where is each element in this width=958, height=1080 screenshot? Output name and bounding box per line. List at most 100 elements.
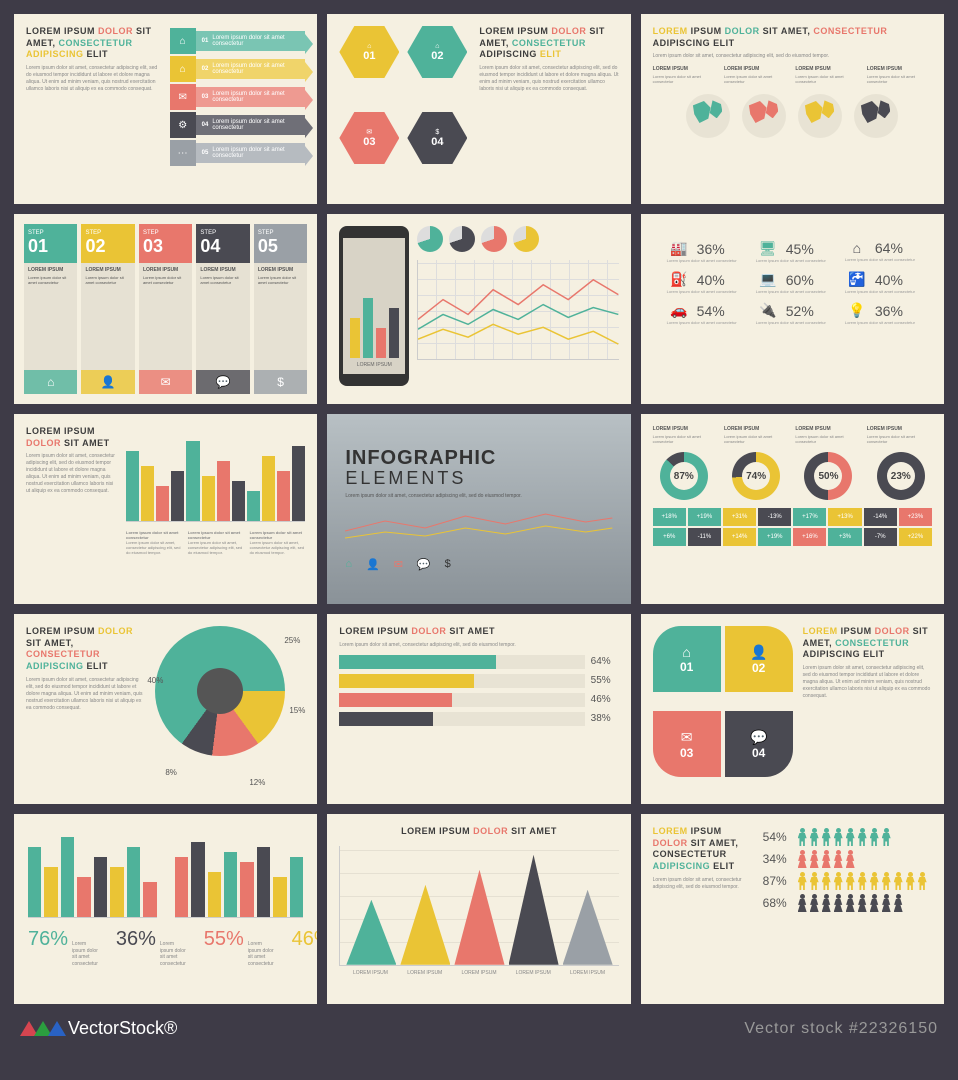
percent-tile: +19%	[688, 508, 721, 526]
body-text: Lorem ipsum dolor sit amet, consectetur …	[803, 665, 932, 700]
arrow-item: ⋯05Lorem ipsum dolor sit amet consectetu…	[170, 140, 306, 166]
percent-tile: +13%	[828, 508, 861, 526]
globe-icon	[798, 94, 842, 138]
slide-12-quadrant: ⌂01👤02✉03💬04 LOREM IPSUM DOLOR SIT AMET,…	[641, 614, 944, 804]
arrow-item: ⚙04Lorem ipsum dolor sit amet consectetu…	[170, 112, 306, 138]
stat-item: 🚗54%Lorem ipsum dolor sit amet consectet…	[667, 302, 740, 325]
column: LOREM IPSUMLorem ipsum dolor sit amet co…	[724, 66, 789, 84]
stat: 76%Lorem ipsum dolor sit amet consectetu…	[28, 928, 98, 967]
body-text: Lorem ipsum dolor sit amet, consectetur …	[653, 53, 932, 60]
donut-chart: 74%	[732, 452, 780, 500]
nav-icon: 💬	[417, 558, 431, 571]
pie-icon	[417, 226, 443, 252]
slide-6-icon-stats: 🏭36%Lorem ipsum dolor sit amet consectet…	[641, 214, 944, 404]
body-text: Lorem ipsum dolor sit amet, consectetur …	[479, 65, 618, 93]
stat-item: 🖥45%Lorem ipsum dolor sit amet consectet…	[756, 240, 829, 263]
step-column: STEP01LOREM IPSUMLorem ipsum dolor sit a…	[24, 224, 77, 394]
people-row: 54%	[763, 828, 932, 846]
stat-item: ⛽40%Lorem ipsum dolor sit amet consectet…	[667, 271, 740, 294]
nav-icon: 👤	[366, 558, 380, 571]
column: LOREM IPSUMLorem ipsum dolor sit amet co…	[724, 426, 789, 444]
people-row: 87%	[763, 872, 932, 890]
slide-title: LOREM IPSUM DOLOR SIT AMET, CONSECTETUR …	[479, 26, 618, 61]
main-title-1: INFOGRAPHIC	[345, 448, 612, 468]
nav-icon: ⌂	[345, 558, 352, 571]
slide-title: LOREM IPSUM DOLOR SIT AMET, CONSECTETUR …	[26, 26, 162, 61]
line-chart	[417, 260, 618, 360]
mountain-bar	[346, 900, 396, 965]
stat-item: 🔌52%Lorem ipsum dolor sit amet consectet…	[756, 302, 829, 325]
hexagon: ✉03	[339, 112, 399, 164]
slide-title: LOREM IPSUM DOLOR SIT AMET	[339, 626, 618, 638]
donut-chart: 87%	[660, 452, 708, 500]
percent-tile: +31%	[723, 508, 756, 526]
hexagon: ⌂01	[339, 26, 399, 78]
column: LOREM IPSUMLorem ipsum dolor sit amet co…	[795, 66, 860, 84]
mountain-bar	[563, 890, 613, 965]
globe-icon	[742, 94, 786, 138]
percent-tile: +16%	[793, 528, 826, 546]
slide-8-title: INFOGRAPHIC ELEMENTS Lorem ipsum dolor s…	[327, 414, 630, 604]
stat: 55%Lorem ipsum dolor sit amet consectetu…	[204, 928, 274, 967]
people-row: 34%	[763, 850, 932, 868]
hbar: 46%	[339, 693, 618, 707]
body-text: Lorem ipsum dolor sit amet, consectetur …	[26, 65, 162, 93]
percent-tile: +22%	[899, 528, 932, 546]
stat: 36%Lorem ipsum dolor sit amet consectetu…	[116, 928, 186, 967]
percent-tile: +18%	[653, 508, 686, 526]
percent-tile: +17%	[793, 508, 826, 526]
quadrant: ✉03	[653, 711, 721, 777]
body-text: Lorem ipsum dolor sit amet, consectetur …	[339, 642, 618, 649]
vectorstock-logo: VectorStock®	[20, 1018, 177, 1039]
stat-item: ⌂64%Lorem ipsum dolor sit amet consectet…	[845, 240, 918, 263]
slide-5-phone-chart: LOREM IPSUM	[327, 214, 630, 404]
step-column: STEP05LOREM IPSUMLorem ipsum dolor sit a…	[254, 224, 307, 394]
slide-7-bar-chart: LOREM IPSUM DOLOR SIT AMET Lorem ipsum d…	[14, 414, 317, 604]
slide-3-globes: LOREM IPSUM DOLOR SIT AMET, CONSECTETUR …	[641, 14, 944, 204]
nav-icon: $	[445, 558, 451, 571]
step-column: STEP04LOREM IPSUMLorem ipsum dolor sit a…	[196, 224, 249, 394]
percent-tile: +6%	[653, 528, 686, 546]
hbar: 38%	[339, 712, 618, 726]
slide-14-mountains: LOREM IPSUM DOLOR SIT AMET LOREM IPSUMLO…	[327, 814, 630, 1004]
hbar: 55%	[339, 674, 618, 688]
stat-item: 💻60%Lorem ipsum dolor sit amet consectet…	[756, 271, 829, 294]
slide-title: LOREM IPSUM DOLOR SIT AMET	[339, 826, 618, 838]
column: LOREM IPSUMLorem ipsum dolor sit amet co…	[653, 66, 718, 84]
percent-tile: +3%	[828, 528, 861, 546]
arrow-item: ⌂02Lorem ipsum dolor sit amet consectetu…	[170, 56, 306, 82]
main-title-2: ELEMENTS	[345, 468, 612, 489]
step-column: STEP03LOREM IPSUMLorem ipsum dolor sit a…	[139, 224, 192, 394]
body-text: Lorem ipsum dolor sit amet, consectetur …	[26, 677, 143, 712]
footer: VectorStock® Vector stock #22326150	[14, 1018, 944, 1039]
image-id: Vector stock #22326150	[744, 1020, 938, 1038]
slide-9-donuts: LOREM IPSUMLorem ipsum dolor sit amet co…	[641, 414, 944, 604]
quadrant: ⌂01	[653, 626, 721, 692]
column: LOREM IPSUMLorem ipsum dolor sit amet co…	[867, 426, 932, 444]
percent-tile: +14%	[723, 528, 756, 546]
slide-title: LOREM IPSUM DOLOR SIT AMET	[26, 426, 116, 449]
stat-item: 🏭36%Lorem ipsum dolor sit amet consectet…	[667, 240, 740, 263]
slide-1-arrows: LOREM IPSUM DOLOR SIT AMET, CONSECTETUR …	[14, 14, 317, 204]
step-column: STEP02LOREM IPSUMLorem ipsum dolor sit a…	[81, 224, 134, 394]
nav-icon: ✉	[394, 558, 403, 571]
pie-icon	[449, 226, 475, 252]
arrow-item: ✉03Lorem ipsum dolor sit amet consectetu…	[170, 84, 306, 110]
globe-icon	[686, 94, 730, 138]
percent-tile: -13%	[758, 508, 791, 526]
slide-11-hbars: LOREM IPSUM DOLOR SIT AMET Lorem ipsum d…	[327, 614, 630, 804]
slide-15-people: LOREM IPSUM DOLOR SIT AMET, CONSECTETUR …	[641, 814, 944, 1004]
slide-10-pie: LOREM IPSUM DOLOR SIT AMET, CONSECTETUR …	[14, 614, 317, 804]
quadrant: 👤02	[725, 626, 793, 692]
percent-tile: +19%	[758, 528, 791, 546]
slide-13-dual-bars: 76%Lorem ipsum dolor sit amet consectetu…	[14, 814, 317, 1004]
hexagon: $04	[407, 112, 467, 164]
percent-tile: -11%	[688, 528, 721, 546]
column: LOREM IPSUMLorem ipsum dolor sit amet co…	[867, 66, 932, 84]
donut-chart: 50%	[804, 452, 852, 500]
hbar: 64%	[339, 655, 618, 669]
percent-tile: -7%	[864, 528, 897, 546]
mountain-bar	[454, 870, 504, 965]
pie-icon	[513, 226, 539, 252]
percent-tile: -14%	[864, 508, 897, 526]
